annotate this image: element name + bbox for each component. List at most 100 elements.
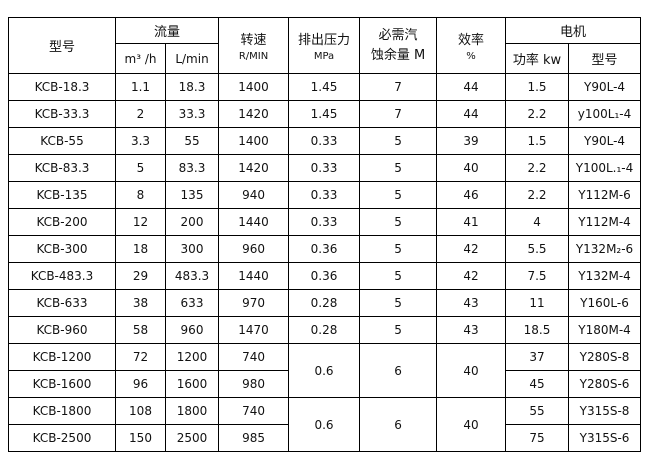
table-row: KCB-1600 96 1600 980 45 Y280S-6 xyxy=(8,370,642,398)
table-row: KCB-960 58 960 1470 0.28 5 43 18.5 Y180M-4 xyxy=(8,316,642,344)
cell-pressure: 0.36 xyxy=(288,235,361,263)
cell-m3h: 1.1 xyxy=(115,73,166,101)
cell-lmin: 1600 xyxy=(164,370,220,398)
cell-model: KCB-83.3 xyxy=(8,154,116,182)
cell-npsh: 5 xyxy=(359,289,438,317)
table-row: KCB-1200 72 1200 740 0.6 6 40 37 Y280S-8 xyxy=(8,343,642,398)
cell-motor: Y315S-8 xyxy=(568,397,642,425)
cell-power: 1.5 xyxy=(505,73,570,101)
cell-motor: Y90L-4 xyxy=(568,73,642,101)
cell-m3h: 2 xyxy=(115,100,166,128)
cell-model: KCB-200 xyxy=(8,208,116,236)
cell-eff: 42 xyxy=(436,262,507,290)
cell-model: KCB-55 xyxy=(8,127,116,155)
cell-lmin: 300 xyxy=(164,235,220,263)
cell-pressure: 0.33 xyxy=(288,181,361,209)
cell-model: KCB-18.3 xyxy=(8,73,116,101)
table-row: KCB-1800 108 1800 740 0.6 6 40 55 Y315S-8 xyxy=(8,397,642,452)
cell-npsh: 6 xyxy=(359,397,438,452)
cell-pressure: 1.45 xyxy=(288,100,361,128)
table-row: KCB-2500 150 2500 985 75 Y315S-6 xyxy=(8,424,642,452)
header-npsh-line1: 必需汽 xyxy=(378,27,418,43)
pump-spec-table: 型号 流量 转速 R/MIN 排出压力 MPa 必需汽 蚀余量 M 效率% 电机 m³… xyxy=(8,17,642,452)
table-row: KCB-18.3 1.1 18.3 1400 1.45 7 44 1.5 Y90L-4 xyxy=(8,73,642,101)
cell-m3h: 58 xyxy=(115,316,166,344)
cell-lmin: 2500 xyxy=(164,424,220,452)
header-efficiency-unit: % xyxy=(466,51,476,62)
table-row: KCB-633 38 633 970 0.28 5 43 11 Y160L-6 xyxy=(8,289,642,317)
header-speed-label: 转速 xyxy=(240,33,267,48)
cell-power: 55 xyxy=(505,397,570,425)
table-row: KCB-300 18 300 960 0.36 5 42 5.5 Y132M₂-6 xyxy=(8,235,642,263)
cell-eff: 41 xyxy=(436,208,507,236)
cell-npsh: 5 xyxy=(359,181,438,209)
cell-model: KCB-1800 xyxy=(8,397,116,425)
header-pressure: 排出压力 MPa xyxy=(288,17,361,74)
cell-power: 2.2 xyxy=(505,181,570,209)
cell-model: KCB-300 xyxy=(8,235,116,263)
header-speed-unit: R/MIN xyxy=(238,51,269,62)
cell-eff: 44 xyxy=(436,100,507,128)
cell-power: 1.5 xyxy=(505,127,570,155)
cell-speed: 1400 xyxy=(218,127,290,155)
cell-npsh: 5 xyxy=(359,316,438,344)
cell-speed: 1420 xyxy=(218,100,290,128)
cell-power: 11 xyxy=(505,289,570,317)
header-row-2: m³ /h L/min 功率 kw 型号 xyxy=(9,43,642,74)
cell-speed: 1440 xyxy=(218,208,290,236)
cell-motor: Y132M₂-6 xyxy=(568,235,642,263)
cell-motor: Y112M-4 xyxy=(568,208,642,236)
cell-m3h: 29 xyxy=(115,262,166,290)
cell-model: KCB-1200 xyxy=(8,343,116,371)
header-pressure-unit: MPa xyxy=(313,51,335,62)
cell-speed: 985 xyxy=(218,424,290,452)
cell-pressure: 0.33 xyxy=(288,154,361,182)
cell-motor: Y160L-6 xyxy=(568,289,642,317)
cell-pressure: 1.45 xyxy=(288,73,361,101)
cell-speed: 980 xyxy=(218,370,290,398)
cell-speed: 1400 xyxy=(218,73,290,101)
header-flow-lmin: L/min xyxy=(164,43,220,74)
cell-speed: 960 xyxy=(218,235,290,263)
cell-motor: y100L₁-4 xyxy=(568,100,642,128)
cell-lmin: 135 xyxy=(164,181,220,209)
cell-speed: 740 xyxy=(218,343,290,371)
header-pressure-label: 排出压力 xyxy=(298,33,351,48)
header-motor-power: 功率 kw xyxy=(505,43,570,74)
cell-eff: 40 xyxy=(436,154,507,182)
cell-npsh: 5 xyxy=(359,235,438,263)
header-speed: 转速 R/MIN xyxy=(218,17,290,74)
cell-m3h: 108 xyxy=(115,397,166,425)
cell-npsh: 7 xyxy=(359,73,438,101)
cell-m3h: 96 xyxy=(115,370,166,398)
cell-lmin: 55 xyxy=(164,127,220,155)
cell-pressure: 0.33 xyxy=(288,208,361,236)
cell-motor: Y280S-6 xyxy=(568,370,642,398)
table-row: KCB-200 12 200 1440 0.33 5 41 4 Y112M-4 xyxy=(8,208,642,236)
cell-power: 2.2 xyxy=(505,154,570,182)
cell-eff: 40 xyxy=(436,343,507,398)
cell-eff: 44 xyxy=(436,73,507,101)
cell-motor: Y100L.₁-4 xyxy=(568,154,642,182)
cell-lmin: 483.3 xyxy=(164,262,220,290)
cell-speed: 1470 xyxy=(218,316,290,344)
cell-npsh: 5 xyxy=(359,208,438,236)
header-flow: 流量 xyxy=(114,17,220,44)
cell-speed: 1440 xyxy=(218,262,290,290)
cell-model: KCB-483.3 xyxy=(8,262,116,290)
cell-motor: Y112M-6 xyxy=(568,181,642,209)
cell-power: 5.5 xyxy=(505,235,570,263)
cell-motor: Y132M-4 xyxy=(568,262,642,290)
cell-m3h: 18 xyxy=(115,235,166,263)
cell-pressure: 0.28 xyxy=(288,316,361,344)
cell-pressure: 0.28 xyxy=(288,289,361,317)
cell-speed: 970 xyxy=(218,289,290,317)
cell-lmin: 633 xyxy=(164,289,220,317)
cell-pressure: 0.36 xyxy=(288,262,361,290)
cell-pressure: 0.6 xyxy=(288,397,361,452)
cell-m3h: 38 xyxy=(115,289,166,317)
cell-model: KCB-135 xyxy=(8,181,116,209)
cell-model: KCB-960 xyxy=(8,316,116,344)
cell-lmin: 1200 xyxy=(164,343,220,371)
cell-motor: Y180M-4 xyxy=(568,316,642,344)
